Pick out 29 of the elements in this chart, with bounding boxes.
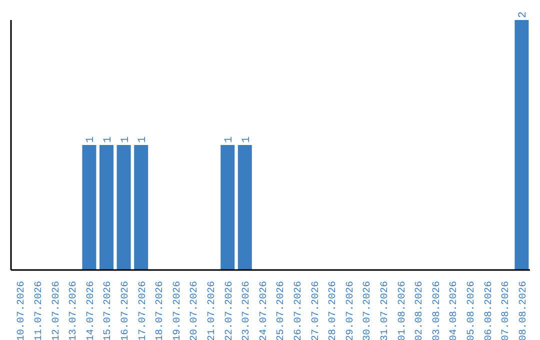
x-tick-label: 25.07.2026 [276,281,288,340]
data-label: 1 [224,136,236,143]
x-tick-label: 27.07.2026 [310,281,322,340]
x-tick-label: 16.07.2026 [120,281,132,340]
x-tick-label: 31.07.2026 [380,281,391,340]
data-label: 1 [137,136,150,143]
data-label: 1 [85,136,98,143]
data-label: 2 [518,11,530,18]
x-tick-label: 17.07.2026 [138,281,149,340]
x-tick-label: 18.07.2026 [155,281,166,340]
x-tick-label: 19.07.2026 [172,281,184,340]
x-tick-label: 29.07.2026 [345,281,356,340]
x-tick-label: 30.07.2026 [362,281,374,340]
data-label: 1 [120,136,132,143]
x-tick-label: 14.07.2026 [86,281,97,340]
data-label: 1 [102,136,114,143]
x-tick-label: 23.07.2026 [242,281,253,340]
x-tick-label: 24.07.2026 [258,281,270,340]
data-label: 1 [240,136,253,143]
x-tick-label: 20.07.2026 [190,281,201,340]
x-tick-label: 13.07.2026 [68,281,80,340]
x-tick-label: 28.07.2026 [328,281,340,340]
x-tick-label: 10.07.2026 [16,281,28,340]
x-tick-label: 22.07.2026 [224,281,236,340]
x-tick-label: 15.07.2026 [103,281,114,340]
x-tick-label: 12.07.2026 [51,281,62,340]
x-tick-label: 26.07.2026 [293,281,304,340]
x-tick-label: 21.07.2026 [206,281,218,340]
x-tick-label: 11.07.2026 [34,281,45,340]
